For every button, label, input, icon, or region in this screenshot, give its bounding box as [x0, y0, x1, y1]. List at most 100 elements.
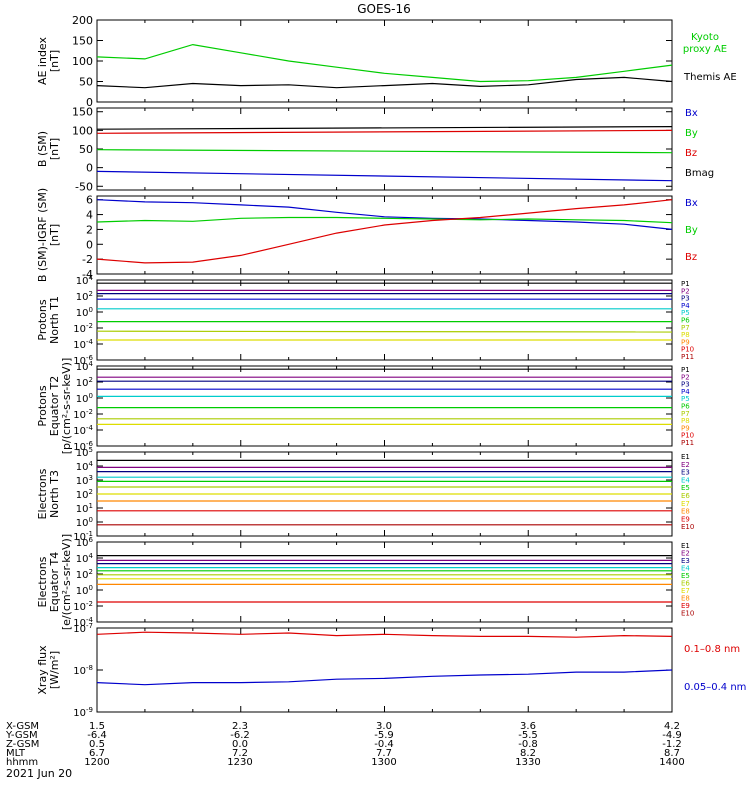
legend-label: E2: [681, 550, 690, 558]
orbit-value: -5.5: [518, 730, 538, 741]
y-tick-label: 0: [86, 162, 93, 175]
panel-frame: [96, 627, 673, 713]
legend-label: P1: [681, 366, 690, 374]
date-label: 2021 Jun 20: [6, 767, 72, 780]
legend-label: P1: [681, 280, 690, 288]
y-axis-label: North T1: [48, 296, 61, 344]
orbit-value: 7.2: [232, 748, 248, 759]
orbit-row-label: X-GSM: [6, 721, 39, 732]
y-axis-label: Protons: [36, 385, 49, 426]
series-line-bx: [96, 170, 673, 182]
y-axis-label: AE index: [36, 36, 49, 85]
series-line-0-1-0-8-nm: [96, 631, 673, 638]
legend-label: P9: [681, 424, 690, 432]
orbit-value: 3.6: [520, 721, 536, 732]
legend-label: E6: [681, 580, 690, 588]
legend-label: E7: [681, 500, 690, 508]
legend-label: 0.05–0.4 nm: [684, 682, 746, 693]
orbit-value: 1.5: [89, 721, 105, 732]
legend-label: P4: [681, 388, 690, 396]
y-tick-label: 10-1: [73, 530, 93, 543]
y-axis-label: [p/(cm²-s-sr-keV)]: [60, 358, 73, 455]
y-tick-label: 6: [86, 194, 93, 207]
legend-label: P9: [681, 338, 690, 346]
orbit-value: -5.9: [374, 730, 394, 741]
legend-label: E4: [681, 565, 690, 573]
y-tick-label: 101: [76, 502, 93, 515]
y-tick-label: 102: [76, 488, 93, 501]
y-tick-label: 102: [76, 568, 93, 581]
legend-label: E2: [681, 461, 690, 469]
series-line-themis-ae: [96, 76, 673, 89]
y-axis-label: Electrons: [36, 556, 49, 607]
y-axis-label: Equator T4: [48, 552, 61, 612]
series-line-p7: [96, 330, 673, 333]
legend-label: E10: [681, 523, 694, 531]
y-tick-label: 10-2: [73, 408, 93, 421]
panel-frame: [96, 279, 673, 361]
legend-label: P3: [681, 295, 690, 303]
orbit-value: -6.4: [87, 730, 107, 741]
legend-label: P8: [681, 417, 690, 425]
series-line-0-05-0-4-nm: [96, 669, 673, 686]
y-axis-label: Protons: [36, 299, 49, 340]
legend-label: P10: [681, 432, 694, 440]
legend-label: P10: [681, 346, 694, 354]
orbit-value: -4.9: [662, 730, 682, 741]
panel-frame: [96, 19, 673, 103]
legend-label: E1: [681, 542, 690, 550]
y-tick-label: -4: [82, 268, 93, 281]
legend-label: E7: [681, 587, 690, 595]
orbit-row-label: Y-GSM: [5, 730, 38, 741]
y-tick-label: 10-6: [73, 354, 93, 367]
y-tick-label: 4: [86, 209, 93, 222]
y-tick-label: 100: [76, 584, 93, 597]
legend-label: E9: [681, 515, 690, 523]
y-tick-label: 102: [76, 376, 93, 389]
y-axis-label: North T3: [48, 470, 61, 518]
y-tick-label: 100: [76, 516, 93, 529]
orbit-value: 1200: [84, 757, 109, 768]
orbit-row-label: hhmm: [6, 757, 38, 768]
series-line-bz: [96, 129, 673, 134]
y-tick-label: 10-7: [73, 622, 93, 635]
legend-label: By: [685, 225, 698, 236]
legend-label: Bx: [685, 108, 698, 119]
orbit-value: 7.7: [376, 748, 392, 759]
legend-label: E5: [681, 484, 690, 492]
y-tick-label: 0: [86, 238, 93, 251]
y-tick-label: 100: [72, 55, 93, 68]
orbit-value: 4.2: [664, 721, 680, 732]
orbit-value: -0.8: [518, 739, 538, 750]
legend-label: P11: [681, 439, 694, 447]
y-axis-label: [nT]: [48, 224, 61, 246]
orbit-value: 6.7: [89, 748, 105, 759]
y-axis-label: Electrons: [36, 468, 49, 519]
chart-title: GOES-16: [357, 2, 411, 16]
series-line-by: [96, 149, 673, 154]
legend-label: E6: [681, 492, 690, 500]
y-tick-label: 106: [76, 536, 94, 549]
legend-label: P4: [681, 302, 690, 310]
orbit-value: 0.0: [232, 739, 248, 750]
legend-label: Bx: [685, 198, 698, 209]
y-tick-label: 104: [76, 460, 94, 473]
legend-label: By: [685, 128, 698, 139]
orbit-value: 2.3: [232, 721, 248, 732]
legend-label: 0.1–0.8 nm: [684, 644, 740, 655]
legend-label: E3: [681, 557, 690, 565]
panel-frame: [96, 107, 673, 191]
y-tick-label: 150: [72, 35, 93, 48]
y-tick-label: -50: [75, 180, 93, 193]
series-line-by: [96, 216, 673, 224]
panel-4: 10-6 10-4 10-2 100 102 104 Protons North T1 P1P2…: [36, 274, 694, 367]
y-tick-label: 10-6: [73, 440, 93, 453]
legend-label: P2: [681, 287, 690, 295]
legend-label: P7: [681, 324, 690, 332]
legend-label: Themis AE: [683, 72, 737, 83]
legend-label: Bmag: [685, 168, 714, 179]
legend-label: E8: [681, 508, 690, 516]
legend-label: P11: [681, 353, 694, 361]
